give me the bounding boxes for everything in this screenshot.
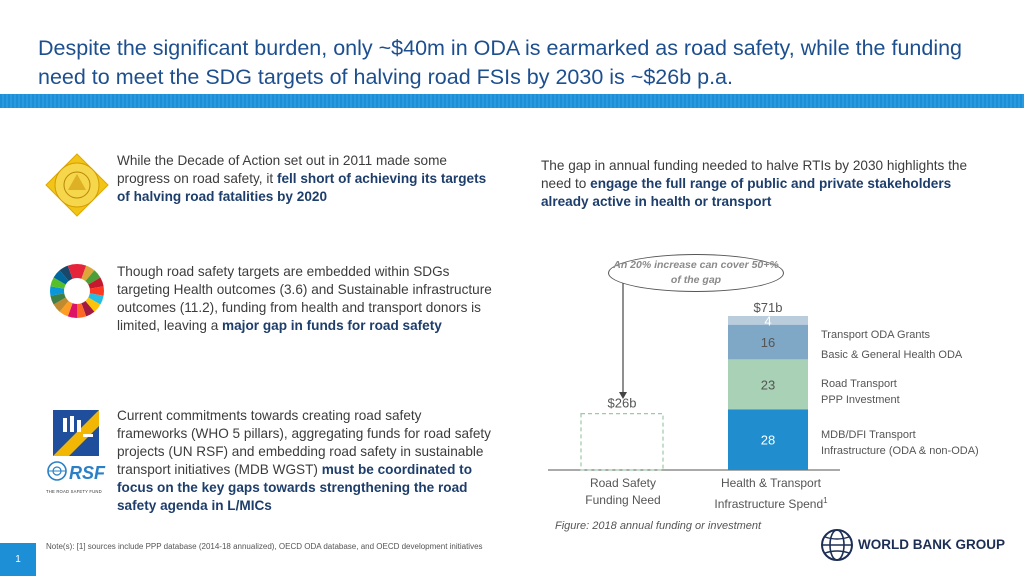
segment-value-3: 16 — [761, 335, 775, 350]
right-intro-plain: The gap in annual funding needed to halv… — [541, 158, 967, 191]
header-rule — [0, 94, 1024, 108]
gap-callout: An 20% increase can cover 50+% of the ga… — [608, 254, 784, 292]
left-item-1-bold: fell short of achieving its targets of h… — [117, 171, 487, 204]
x-label-spend: Health & Transport Infrastructure Spend1 — [696, 475, 846, 513]
globe-icon — [821, 529, 853, 561]
left-item-3-plain: Current commitments towards creating roa… — [117, 408, 491, 477]
left-item-1-text: While the Decade of Action set out in 20… — [117, 152, 487, 206]
page-title: Despite the significant burden, only ~$4… — [38, 36, 963, 89]
svg-text:RSF: RSF — [69, 463, 106, 483]
left-item-3-text: Current commitments towards creating roa… — [117, 407, 491, 515]
page-number: 1 — [0, 543, 36, 576]
seg-label-mdb: MDB/DFI Transport Infrastructure (ODA & … — [821, 427, 979, 459]
segment-value-4: 4 — [764, 313, 771, 328]
un-rsf-logo-icon: RSF THE ROAD SAFETY FUND — [46, 460, 108, 494]
x-label-need-line1: Road Safety — [589, 476, 657, 490]
total-label-spend: $71b — [754, 300, 783, 315]
segment-value-1: 28 — [761, 433, 775, 448]
brand-name: WORLD BANK GROUP — [858, 537, 1005, 552]
stack-segment-2 — [728, 359, 808, 410]
footnote: Note(s): [1] sources include PPP databas… — [46, 542, 483, 551]
x-label-need: Road Safety Funding Need — [563, 475, 683, 509]
chart-caption: Figure: 2018 annual funding or investmen… — [555, 520, 762, 532]
left-item-3-bold: must be coordinated to focus on the key … — [117, 462, 472, 513]
right-intro-bold: engage the full range of public and priv… — [541, 176, 952, 209]
who-pillars-icon — [53, 410, 99, 456]
x-label-spend-text: Infrastructure Spend — [714, 497, 824, 511]
x-label-spend-line2: Infrastructure Spend1 — [696, 492, 846, 513]
seg-label-ppp: Road Transport PPP Investment — [821, 376, 900, 408]
x-label-need-line2: Funding Need — [585, 493, 661, 507]
left-item-2-plain: Though road safety targets are embedded … — [117, 264, 492, 333]
stack-segment-3 — [728, 324, 808, 360]
world-bank-logo: WORLD BANK GROUP — [820, 528, 1005, 561]
total-label-need: $26b — [608, 396, 637, 411]
rsf-tagline: THE ROAD SAFETY FUND — [46, 489, 102, 494]
left-item-2-bold: major gap in funds for road safety — [222, 318, 442, 333]
seg-label-ppp-line1: Road Transport — [821, 378, 897, 390]
seg-label-mdb-line2: Infrastructure (ODA & non-ODA) — [821, 445, 979, 457]
stack-segment-1 — [728, 409, 808, 470]
sdg-wheel-icon — [48, 262, 106, 320]
segment-value-2: 23 — [761, 377, 775, 392]
seg-label-transport-oda: Transport ODA Grants — [821, 329, 931, 341]
left-item-2-text: Though road safety targets are embedded … — [117, 263, 497, 335]
decade-of-action-badge-icon — [44, 152, 110, 218]
seg-label-health-oda: Basic & General Health ODA — [821, 349, 963, 361]
footnote-marker: 1 — [823, 496, 828, 505]
bar-funding-need — [580, 413, 664, 471]
left-item-1-plain: While the Decade of Action set out in 20… — [117, 153, 447, 186]
callout-arrowhead — [619, 392, 627, 399]
seg-label-ppp-line2: PPP Investment — [821, 394, 900, 406]
seg-label-mdb-line1: MDB/DFI Transport — [821, 429, 916, 441]
x-label-spend-line1: Health & Transport — [720, 476, 822, 490]
stack-segment-4 — [728, 316, 808, 325]
right-intro-text: The gap in annual funding needed to halv… — [541, 157, 971, 211]
